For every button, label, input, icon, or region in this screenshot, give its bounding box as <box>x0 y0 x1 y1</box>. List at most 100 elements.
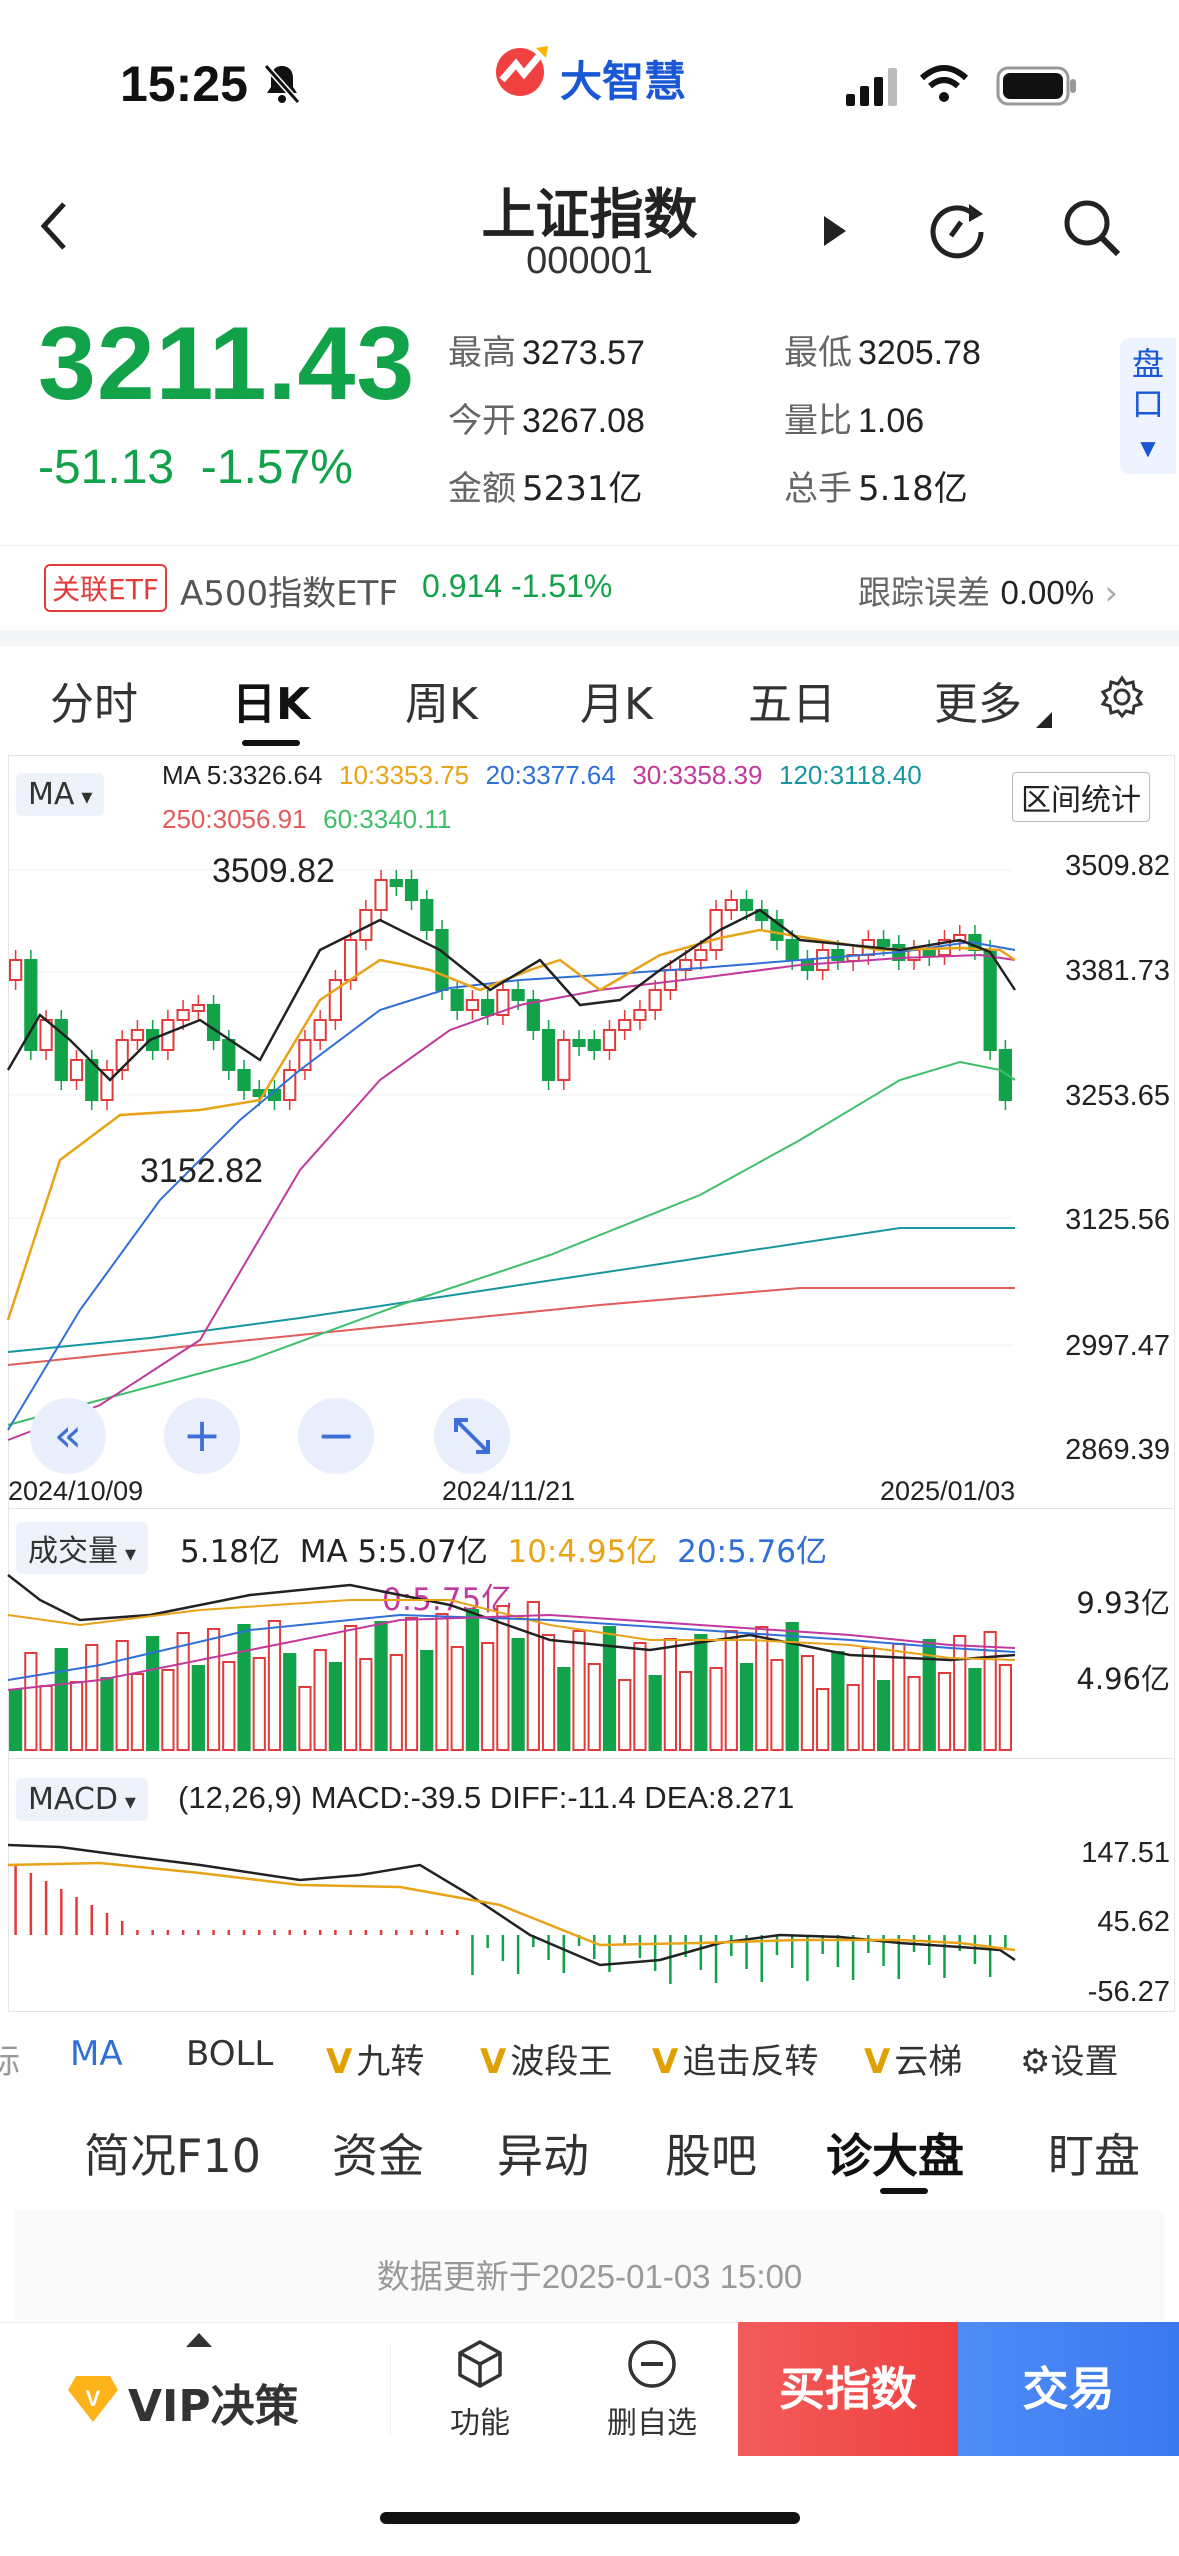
divider <box>390 2345 391 2435</box>
gear-icon[interactable] <box>1100 675 1144 723</box>
etf-row[interactable] <box>0 545 1179 634</box>
date-label-start: 2024/10/09 <box>8 1476 144 1506</box>
volume-bar <box>420 1650 434 1751</box>
app-logo-icon <box>492 42 556 102</box>
macd-chart[interactable] <box>0 1825 1179 2010</box>
y-tick-6: 2869.39 <box>1065 1434 1170 1466</box>
indicator-settings[interactable]: ⚙设置 <box>1020 2042 1119 2082</box>
vol-ma20-line <box>7 1613 1016 1681</box>
page-title: 上证指数 <box>481 183 698 246</box>
candle <box>130 1029 145 1041</box>
tab-weekly-k[interactable]: 周K <box>405 679 478 730</box>
high-marker: 3509.82 <box>212 852 335 890</box>
volume-bar <box>85 1644 99 1751</box>
next-stock-button[interactable] <box>822 214 848 252</box>
volume-bar <box>663 1638 677 1751</box>
candle <box>648 989 662 1011</box>
tab-more[interactable]: 更多 <box>934 679 1022 730</box>
volume-bar <box>69 1681 84 1751</box>
candle <box>237 1069 251 1091</box>
candle <box>176 1009 190 1021</box>
kline-price-chart[interactable] <box>0 840 1179 1465</box>
volume-chart[interactable] <box>0 1560 1179 1755</box>
volume-bar <box>389 1654 403 1751</box>
tab-watch[interactable]: 盯盘 <box>1048 2129 1140 2183</box>
search-icon[interactable] <box>1060 196 1124 264</box>
remove-label: 删自选 <box>607 2406 697 2441</box>
volume-bar <box>191 1665 205 1751</box>
zoom-in-button[interactable]: + <box>164 1398 240 1474</box>
tab-f10[interactable]: 简况F10 <box>84 2129 261 2183</box>
candle <box>785 939 799 961</box>
ma-selector[interactable]: MA <box>16 773 105 816</box>
candle <box>435 929 449 991</box>
volume-selector[interactable]: 成交量 <box>16 1522 149 1574</box>
y-tick-5: 2997.47 <box>1065 1330 1170 1362</box>
tab-intraday[interactable]: 分时 <box>50 679 138 730</box>
volume-bar <box>618 1679 632 1751</box>
volume-bar <box>709 1667 723 1751</box>
indicator-yunti[interactable]: V 云梯 <box>864 2042 963 2082</box>
candle <box>572 1039 586 1047</box>
tab-five-day[interactable]: 五日 <box>748 679 836 730</box>
buy-index-button[interactable]: 买指数 <box>738 2322 958 2456</box>
tab-diagnose[interactable]: 诊大盘 <box>826 2129 964 2183</box>
volume-bar <box>846 1684 860 1751</box>
volume-ma5: MA 5:5.07亿 <box>299 1534 488 1570</box>
indicator-jiuzhuan[interactable]: V 九转 <box>326 2042 425 2082</box>
indicator-boll[interactable]: BOLL <box>186 2034 274 2074</box>
volume-bar <box>267 1620 282 1751</box>
volume-bar <box>800 1655 815 1751</box>
candle <box>694 949 708 961</box>
fullscreen-icon[interactable] <box>434 1398 510 1474</box>
remove-watchlist-button[interactable]: 删自选 <box>600 2338 704 2442</box>
volume-ma10: 10:4.95亿 <box>507 1534 658 1570</box>
vip-decision-button[interactable]: VIP决策 <box>128 2381 299 2432</box>
volume-bar <box>587 1663 601 1751</box>
order-book-tab[interactable]: 盘口 ▼ <box>1120 338 1176 474</box>
tab-daily-k[interactable]: 日K <box>232 679 311 730</box>
volume-bar <box>648 1675 662 1751</box>
volume-bar <box>298 1686 312 1751</box>
candle <box>100 1069 114 1101</box>
battery-icon <box>996 66 1078 110</box>
interval-stats-button[interactable]: 区间统计 <box>1012 772 1150 822</box>
candle <box>69 1059 84 1081</box>
amount-stat: 金额 5231亿 <box>448 469 643 509</box>
tab-forum[interactable]: 股吧 <box>665 2129 757 2183</box>
candle <box>9 959 23 981</box>
volume-bar <box>602 1626 617 1751</box>
change-value: -51.13 <box>38 441 175 494</box>
back-button[interactable] <box>36 198 72 258</box>
volume-bar <box>968 1668 982 1751</box>
volume-bar <box>937 1672 952 1751</box>
tab-anomaly[interactable]: 异动 <box>497 2129 589 2183</box>
macd-selector[interactable]: MACD <box>16 1778 148 1821</box>
zoom-out-button[interactable]: − <box>298 1398 374 1474</box>
volume-bar <box>359 1658 373 1751</box>
refresh-icon[interactable] <box>925 196 989 264</box>
trade-button[interactable]: 交易 <box>958 2322 1179 2456</box>
indicator-ma[interactable]: MA <box>70 2034 123 2074</box>
ma60-line <box>7 1060 1016 1426</box>
tab-funds[interactable]: 资金 <box>332 2129 424 2183</box>
candle <box>770 919 784 941</box>
gear-icon: ⚙ <box>1020 2042 1051 2082</box>
indicator-partial[interactable]: 标 <box>0 2042 20 2082</box>
bell-off-icon <box>262 62 302 110</box>
tab-monthly-k[interactable]: 月K <box>580 679 653 730</box>
indicator-zhuiji[interactable]: V 追击反转 <box>652 2042 819 2082</box>
macd-diff-line <box>7 1843 1016 1967</box>
scroll-left-button[interactable]: « <box>30 1398 106 1474</box>
indicator-boduanwang[interactable]: V 波段王 <box>480 2042 613 2082</box>
candle <box>374 879 388 911</box>
candle <box>618 1019 632 1031</box>
function-button[interactable]: 功能 <box>440 2338 520 2442</box>
app-logo-text: 大智慧 <box>560 57 687 106</box>
volume-bar <box>206 1628 221 1751</box>
volume-bar <box>481 1642 495 1751</box>
candle <box>404 879 419 901</box>
volume-bar <box>511 1638 525 1751</box>
volume-bar <box>237 1624 251 1751</box>
volume-bar <box>146 1636 160 1751</box>
